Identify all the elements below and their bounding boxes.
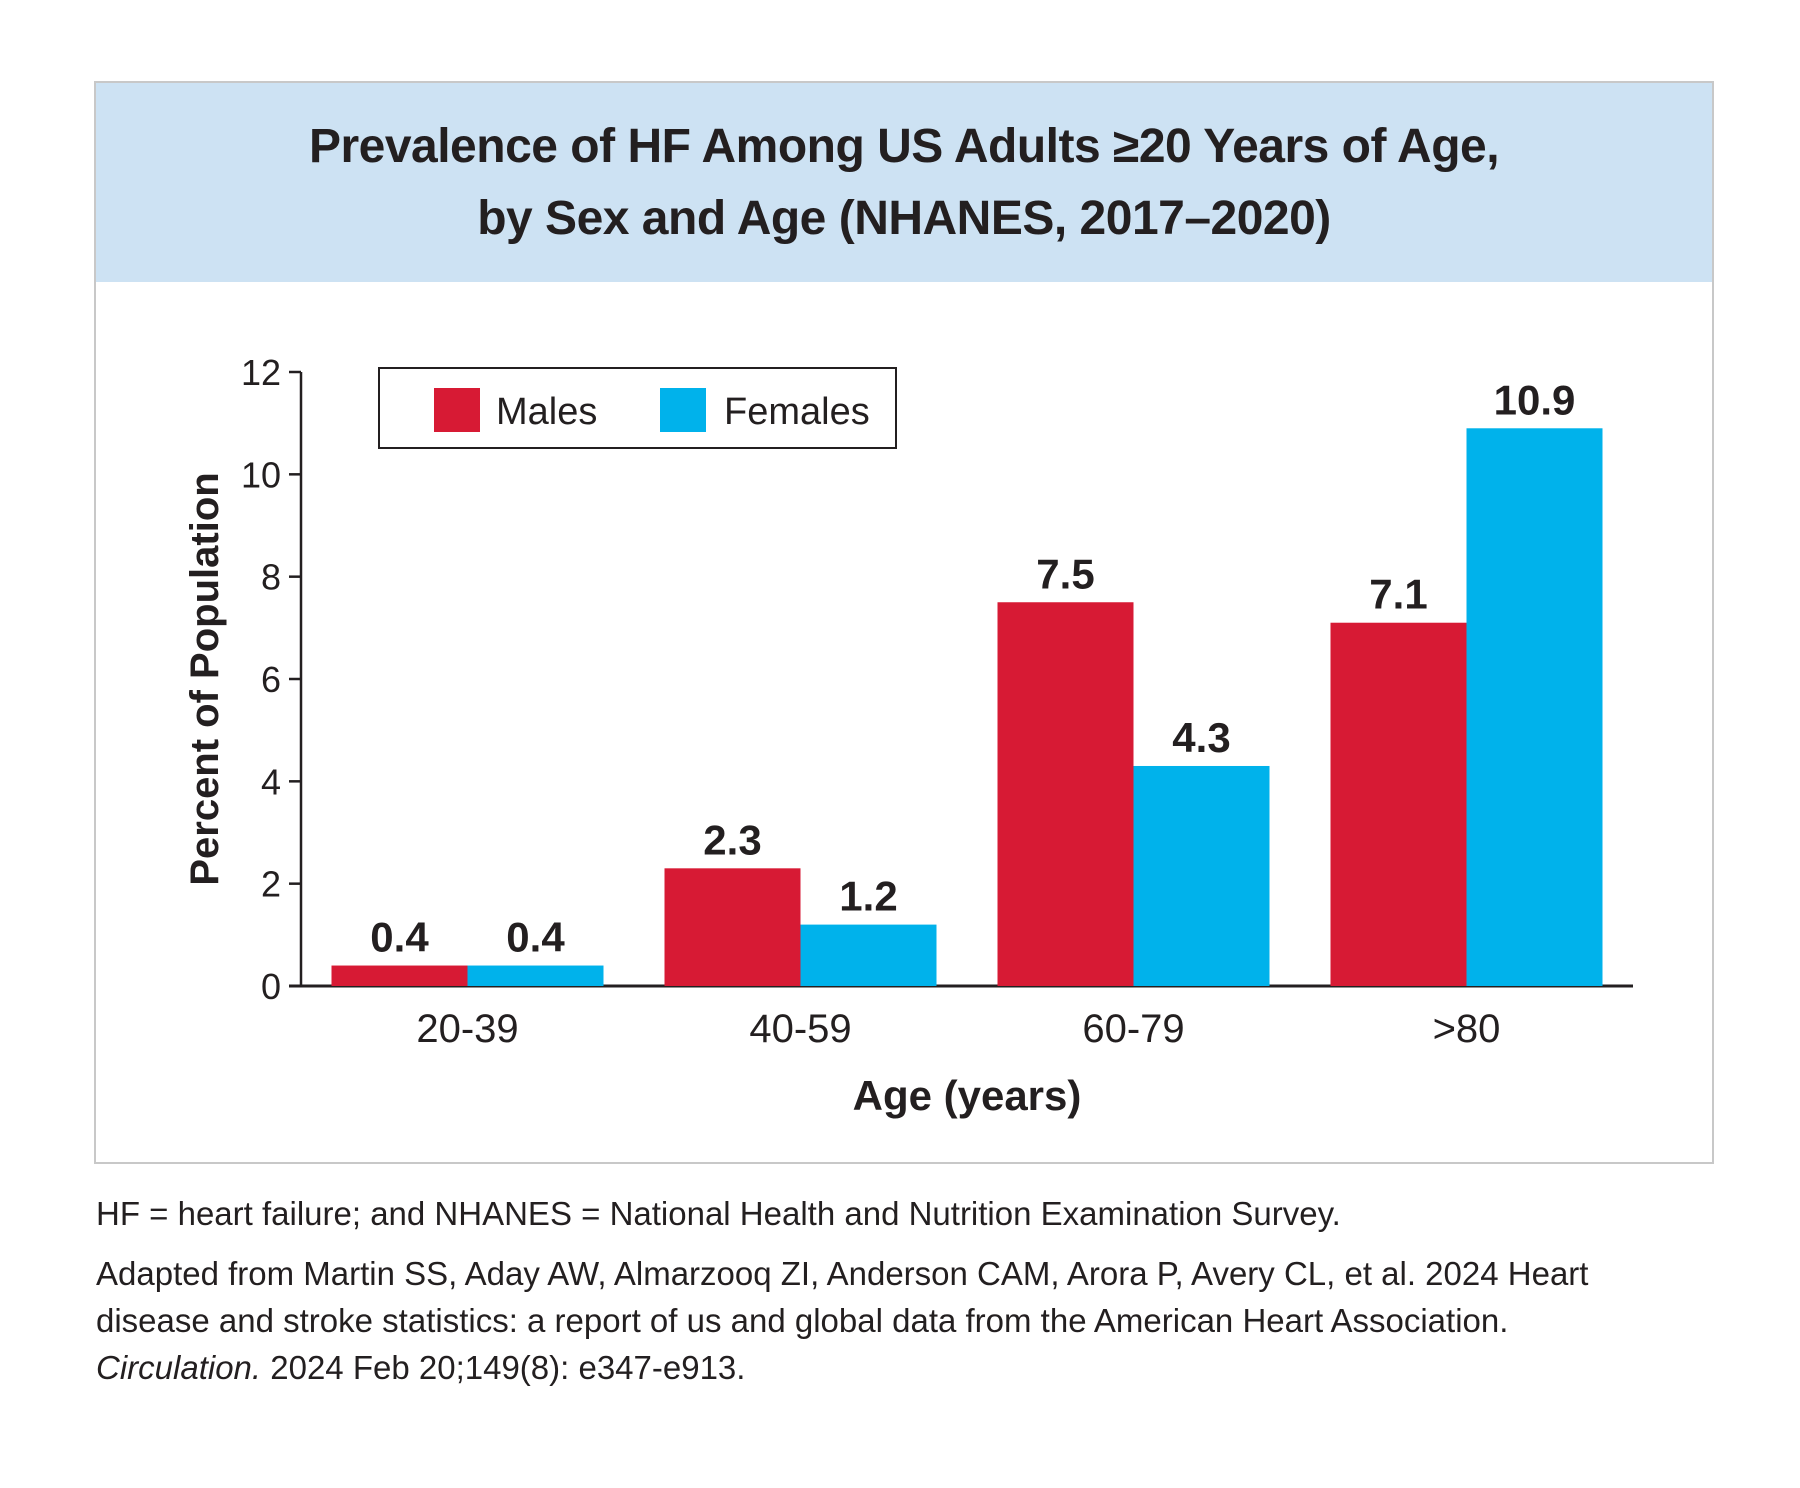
footnotes: HF = heart failure; and NHANES = Nationa… (96, 1190, 1736, 1391)
data-labels: 0.4 0.4 2.3 1.2 7.5 4.3 7.1 10.9 (370, 376, 1575, 960)
legend-swatch-males (434, 388, 480, 432)
abbreviations-note: HF = heart failure; and NHANES = Nationa… (96, 1195, 1341, 1232)
y-axis-title: Percent of Population (183, 472, 227, 885)
y-tick-label: 6 (261, 659, 281, 700)
bar-females-4 (1466, 428, 1603, 986)
y-tick-label: 8 (261, 557, 281, 598)
source-line-2: disease and stroke statistics: a report … (96, 1302, 1509, 1339)
bar-chart: 0 2 4 6 8 10 12 Percent of Population 20-39 40-59… (183, 352, 1633, 1119)
source-line-1: Adapted from Martin SS, Aday AW, Almarzo… (96, 1255, 1589, 1292)
x-axis-title: Age (years) (853, 1072, 1082, 1119)
x-tick-label: 60-79 (1082, 1007, 1184, 1051)
data-label-females-2: 1.2 (839, 873, 897, 920)
legend-label-females: Females (724, 391, 870, 433)
bars (331, 428, 1603, 986)
data-label-males-2: 2.3 (703, 816, 761, 863)
title-band: Prevalence of HF Among US Adults ≥20 Yea… (96, 83, 1712, 282)
y-tick-label: 4 (261, 761, 281, 802)
chart-title-line-2: by Sex and Age (NHANES, 2017–2020) (477, 191, 1331, 245)
y-tick-label: 2 (261, 864, 281, 905)
legend-label-males: Males (496, 391, 597, 433)
legend-swatch-females (660, 388, 706, 432)
y-tick-label: 0 (261, 966, 281, 1007)
data-label-females-1: 0.4 (506, 914, 565, 961)
data-label-females-3: 4.3 (1172, 714, 1230, 761)
x-tick-label: >80 (1433, 1007, 1501, 1051)
bar-males-2 (664, 868, 801, 986)
data-label-males-1: 0.4 (370, 914, 429, 961)
bar-males-3 (997, 602, 1134, 986)
data-label-males-3: 7.5 (1036, 550, 1094, 597)
data-label-males-4: 7.1 (1369, 571, 1427, 618)
x-tick-label: 40-59 (749, 1007, 851, 1051)
bar-males-4 (1330, 622, 1467, 986)
x-tick-label: 20-39 (416, 1007, 518, 1051)
y-tick-label: 12 (241, 352, 281, 393)
axes: 0 2 4 6 8 10 12 Percent of Population 20-39 40-59… (183, 352, 1633, 1119)
bar-females-1 (467, 965, 604, 986)
citation-line: Circulation. 2024 Feb 20;149(8): e347-e9… (96, 1344, 1736, 1391)
bar-females-3 (1133, 765, 1270, 986)
y-tick-label: 10 (241, 454, 281, 495)
legend: Males Females (378, 367, 897, 449)
bar-males-1 (331, 965, 468, 986)
bar-females-2 (800, 924, 937, 986)
citation-details: 2024 Feb 20;149(8): e347-e913. (261, 1349, 746, 1386)
chart-title-line-1: Prevalence of HF Among US Adults ≥20 Yea… (308, 119, 1500, 173)
journal-name: Circulation. (96, 1349, 262, 1386)
data-label-females-4: 10.9 (1494, 376, 1576, 423)
